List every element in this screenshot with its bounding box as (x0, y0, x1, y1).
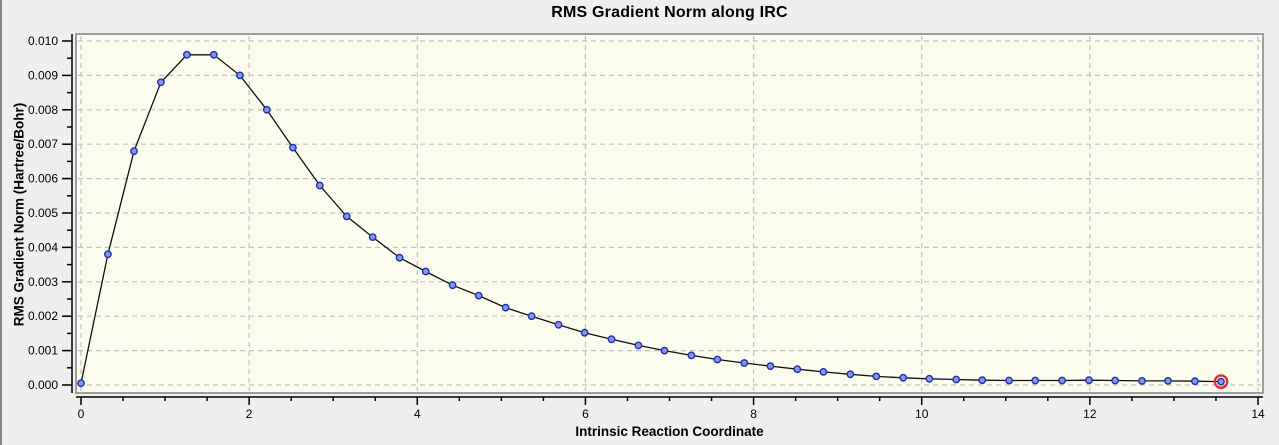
data-point-marker[interactable] (554, 320, 563, 329)
x-tick-label: 14 (1251, 407, 1265, 421)
y-tick-label: 0.004 (28, 240, 58, 254)
x-tick-label: 4 (414, 407, 421, 421)
data-point-marker[interactable] (1191, 377, 1199, 386)
rms-gradient-curve (80, 54, 1222, 384)
data-point-marker[interactable] (182, 50, 191, 59)
data-point-marker[interactable] (819, 367, 828, 376)
plot-area[interactable] (75, 33, 1264, 394)
data-point-marker[interactable] (342, 212, 351, 221)
data-point-marker[interactable] (660, 346, 669, 355)
data-point-marker[interactable] (1085, 376, 1093, 385)
data-point-marker[interactable] (235, 71, 244, 80)
x-axis: 0 2 4 6 8 10 12 14 (76, 396, 1265, 421)
grid (78, 36, 1261, 391)
data-point-marker[interactable] (1138, 376, 1146, 385)
data-point-marker[interactable] (687, 351, 696, 360)
data-point-marker[interactable] (846, 370, 855, 379)
data-point-marker[interactable] (1111, 376, 1120, 385)
data-point-marker[interactable] (1164, 376, 1172, 385)
data-point-marker[interactable] (368, 233, 377, 242)
data-point-marker[interactable] (713, 355, 722, 364)
data-point-marker[interactable] (580, 328, 589, 337)
data-point-marker[interactable] (421, 267, 430, 276)
x-tick-label: 6 (582, 407, 589, 421)
x-tick-label: 8 (750, 407, 757, 421)
data-point-marker[interactable] (104, 250, 112, 259)
data-point-marker[interactable] (527, 312, 536, 321)
y-tick-label: 0.009 (28, 68, 58, 82)
y-tick-label: 0.001 (28, 344, 58, 358)
data-point-marker[interactable] (474, 291, 483, 300)
data-point-marker[interactable] (634, 341, 643, 350)
data-point-marker[interactable] (766, 362, 775, 370)
data-point-marker[interactable] (501, 303, 510, 312)
x-tick-label: 10 (915, 407, 929, 421)
chart-title: RMS Gradient Norm along IRC (551, 4, 788, 21)
y-tick-label: 0.003 (28, 275, 58, 289)
x-axis-title: Intrinsic Reaction Coordinate (575, 424, 764, 439)
data-point-marker[interactable] (130, 147, 138, 156)
data-point-marker[interactable] (315, 181, 324, 190)
data-point-marker[interactable] (1005, 376, 1013, 385)
data-point-marker[interactable] (1058, 376, 1067, 385)
data-point-marker[interactable] (925, 374, 934, 383)
y-tick-label: 0.005 (28, 206, 58, 220)
data-point-marker[interactable] (872, 372, 881, 381)
data-point-marker[interactable] (899, 373, 908, 382)
selected-point-ring (1213, 374, 1229, 389)
x-tick-label: 2 (246, 407, 253, 421)
y-tick-label: 0.000 (28, 378, 58, 392)
x-tick-label: 12 (1083, 407, 1097, 421)
data-point-marker[interactable] (607, 335, 616, 344)
y-axis: 0.000 0.001 0.002 0.003 0.004 0.005 0.006 0.007… (28, 34, 73, 393)
data-point-marker[interactable] (209, 50, 218, 59)
y-tick-label: 0.006 (28, 172, 58, 186)
window-left-border (0, 0, 2, 445)
data-point-marker[interactable] (1217, 377, 1225, 386)
data-point-marker[interactable] (262, 105, 271, 114)
data-point-marker[interactable] (77, 379, 85, 388)
data-point-marker[interactable] (448, 281, 457, 290)
series-rms-gradient (77, 50, 1229, 389)
y-tick-label: 0.002 (28, 309, 58, 323)
data-point-marker[interactable] (740, 359, 749, 367)
data-point-marker[interactable] (793, 365, 802, 374)
x-tick-label: 0 (78, 407, 85, 421)
data-point-marker[interactable] (395, 253, 404, 262)
data-point-marker[interactable] (288, 143, 297, 152)
data-point-marker[interactable] (156, 78, 165, 87)
data-point-marker[interactable] (978, 376, 987, 385)
data-point-marker[interactable] (952, 375, 961, 384)
y-tick-label: 0.008 (28, 103, 58, 117)
y-tick-label: 0.007 (28, 137, 58, 151)
data-point-marker[interactable] (1031, 376, 1040, 385)
y-tick-label: 0.010 (28, 34, 58, 48)
